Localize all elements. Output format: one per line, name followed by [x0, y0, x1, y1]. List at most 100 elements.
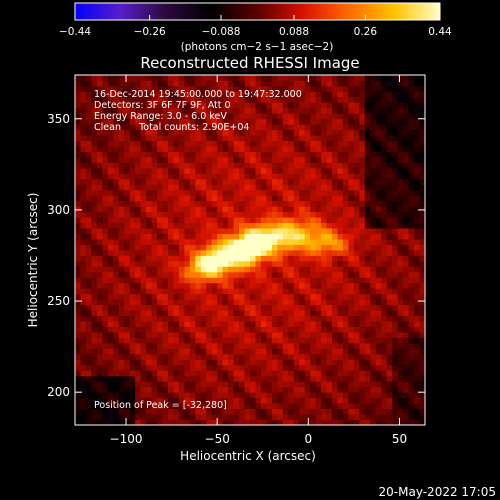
heatmap-cell: [337, 288, 344, 295]
heatmap-cell: [299, 403, 306, 409]
heatmap-cell: [364, 397, 371, 404]
heatmap-cell: [381, 118, 388, 125]
heatmap-cell: [222, 146, 229, 152]
heatmap-cell: [80, 293, 87, 300]
heatmap-cell: [337, 80, 344, 87]
heatmap-cell: [91, 200, 98, 207]
heatmap-cell: [80, 184, 87, 191]
heatmap-cell: [135, 266, 142, 273]
heatmap-cell: [85, 271, 92, 278]
heatmap-cell: [146, 342, 152, 349]
heatmap-cell: [271, 359, 278, 366]
heatmap-cell: [195, 321, 202, 327]
heatmap-cell: [326, 359, 333, 366]
heatmap-cell: [184, 277, 191, 284]
heatmap-cell: [75, 195, 81, 202]
heatmap-cell: [419, 293, 426, 300]
heatmap-cell: [271, 195, 278, 202]
heatmap-cell: [162, 118, 169, 125]
heatmap-cell: [326, 167, 333, 174]
heatmap-cell: [271, 397, 278, 404]
heatmap-cell: [342, 173, 349, 180]
heatmap-cell: [244, 315, 251, 322]
heatmap-cell: [282, 135, 289, 142]
heatmap-cell: [222, 403, 229, 409]
heatmap-cell: [135, 244, 142, 251]
heatmap-cell: [113, 375, 120, 382]
heatmap-cell: [189, 157, 196, 163]
heatmap-cell: [113, 250, 120, 256]
heatmap-cell: [299, 107, 306, 114]
heatmap-cell: [397, 135, 404, 142]
heatmap-cell: [299, 222, 306, 229]
heatmap-cell: [337, 85, 344, 92]
heatmap-cell: [288, 321, 295, 327]
heatmap-cell: [107, 107, 114, 114]
heatmap-cell: [195, 129, 202, 136]
heatmap-cell: [228, 146, 234, 152]
heatmap-cell: [293, 85, 300, 92]
heatmap-cell: [277, 397, 284, 404]
heatmap-cell: [211, 321, 218, 327]
heatmap-cell: [353, 381, 360, 388]
heatmap-cell: [403, 386, 409, 393]
heatmap-cell: [381, 321, 388, 327]
heatmap-cell: [408, 288, 415, 295]
heatmap-cell: [96, 381, 103, 388]
heatmap-cell: [102, 233, 109, 240]
heatmap-cell: [124, 233, 131, 240]
heatmap-cell: [408, 75, 415, 81]
heatmap-cell: [250, 310, 256, 317]
heatmap-cell: [184, 293, 191, 300]
heatmap-cell: [124, 277, 131, 284]
heatmap-cell: [419, 211, 426, 218]
heatmap-cell: [211, 337, 218, 344]
heatmap-cell: [211, 348, 218, 355]
heatmap-cell: [228, 244, 234, 251]
heatmap-cell: [271, 184, 278, 191]
heatmap-cell: [255, 332, 262, 338]
heatmap-cell: [217, 217, 224, 224]
heatmap-cell: [397, 222, 404, 229]
heatmap-cell: [91, 342, 98, 349]
heatmap-cell: [260, 239, 267, 245]
heatmap-cell: [277, 140, 284, 147]
heatmap-cell: [217, 403, 224, 409]
heatmap-cell: [293, 129, 300, 136]
heatmap-cell: [288, 375, 295, 382]
heatmap-cell: [222, 419, 229, 426]
heatmap-cell: [370, 250, 377, 256]
heatmap-cell: [162, 228, 169, 234]
heatmap-cell: [282, 260, 289, 267]
heatmap-cell: [310, 386, 317, 393]
heatmap-cell: [135, 178, 142, 185]
heatmap-cell: [173, 96, 180, 103]
heatmap-cell: [359, 75, 366, 81]
heatmap-cell: [386, 80, 393, 87]
heatmap-cell: [167, 293, 174, 300]
heatmap-cell: [195, 271, 202, 278]
heatmap-cell: [151, 206, 158, 213]
heatmap-cell: [282, 310, 289, 317]
heatmap-cell: [419, 310, 426, 317]
heatmap-cell: [75, 419, 81, 426]
heatmap-cell: [321, 228, 327, 234]
heatmap-cell: [392, 239, 399, 245]
heatmap-cell: [91, 381, 98, 388]
heatmap-cell: [189, 118, 196, 125]
heatmap-cell: [370, 102, 377, 109]
heatmap-cell: [107, 195, 114, 202]
heatmap-cell: [96, 75, 103, 81]
heatmap-cell: [255, 321, 262, 327]
heatmap-cell: [359, 326, 366, 333]
heatmap-cell: [315, 255, 322, 262]
heatmap-cell: [146, 129, 152, 136]
heatmap-cell: [310, 277, 317, 284]
heatmap-cell: [271, 173, 278, 180]
heatmap-cell: [85, 129, 92, 136]
heatmap-cell: [282, 299, 289, 306]
heatmap-cell: [189, 408, 196, 415]
heatmap-cell: [211, 146, 218, 152]
heatmap-cell: [370, 200, 377, 207]
heatmap-cell: [386, 266, 393, 273]
